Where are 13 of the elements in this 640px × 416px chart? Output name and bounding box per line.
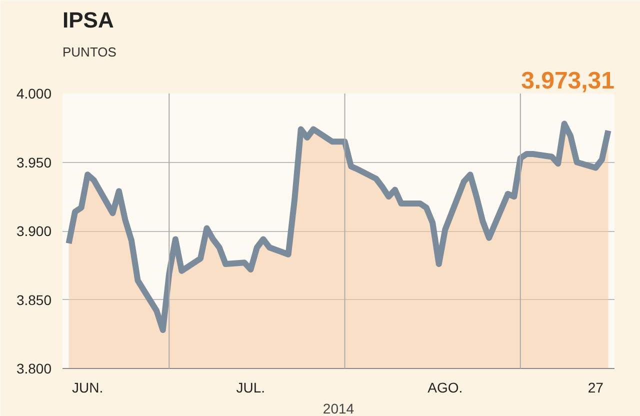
x-tick-label: JUN.: [72, 380, 104, 396]
x-tick-label: AGO.: [428, 380, 463, 396]
y-tick-label: 3.850: [16, 292, 52, 308]
chart-subtitle: PUNTOS: [62, 44, 117, 60]
y-tick-label: 3.800: [16, 360, 52, 376]
annotation: 3.973,31: [521, 68, 614, 94]
x-tick-label: 27: [588, 380, 604, 396]
x-axis-title: 2014: [322, 400, 354, 416]
x-tick-label: JUL.: [236, 380, 266, 396]
chart-title: IPSA: [62, 8, 114, 32]
y-tick-label: 3.900: [16, 223, 52, 239]
y-tick-label: 3.950: [16, 154, 52, 170]
y-tick-label: 4.000: [16, 86, 52, 102]
